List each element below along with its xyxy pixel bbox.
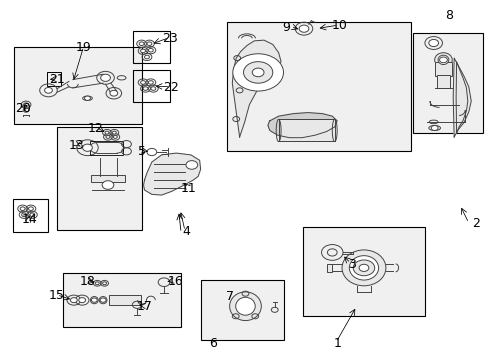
Polygon shape bbox=[232, 40, 281, 137]
Text: 21: 21 bbox=[49, 73, 64, 86]
Text: 8: 8 bbox=[445, 9, 452, 22]
Bar bbox=[133, 69, 170, 102]
Text: 4: 4 bbox=[182, 225, 189, 238]
Circle shape bbox=[112, 131, 116, 134]
Circle shape bbox=[185, 161, 197, 169]
Polygon shape bbox=[452, 58, 470, 137]
Circle shape bbox=[79, 298, 85, 303]
Circle shape bbox=[30, 213, 35, 217]
Text: 23: 23 bbox=[162, 32, 178, 45]
Text: 7: 7 bbox=[225, 290, 233, 303]
Bar bbox=[91, 175, 124, 182]
Circle shape bbox=[23, 103, 28, 107]
Text: 22: 22 bbox=[163, 81, 179, 94]
Ellipse shape bbox=[348, 256, 378, 280]
Bar bbox=[90, 140, 123, 155]
Bar bbox=[200, 280, 283, 339]
Text: 20: 20 bbox=[15, 102, 31, 115]
Circle shape bbox=[91, 298, 97, 302]
Circle shape bbox=[352, 260, 374, 276]
Polygon shape bbox=[267, 113, 336, 138]
Text: 14: 14 bbox=[22, 213, 38, 226]
Ellipse shape bbox=[437, 55, 448, 64]
Text: 17: 17 bbox=[136, 300, 152, 313]
Bar bbox=[133, 31, 170, 63]
Polygon shape bbox=[143, 153, 200, 195]
Ellipse shape bbox=[434, 53, 451, 67]
Bar bbox=[13, 199, 48, 232]
Bar bbox=[47, 72, 61, 86]
Circle shape bbox=[232, 54, 283, 91]
Circle shape bbox=[28, 207, 33, 211]
Circle shape bbox=[144, 55, 149, 59]
Circle shape bbox=[252, 68, 264, 77]
Bar bbox=[109, 296, 141, 305]
Text: 2: 2 bbox=[471, 216, 479, 230]
Text: 16: 16 bbox=[167, 275, 183, 288]
Text: 15: 15 bbox=[49, 289, 64, 302]
Ellipse shape bbox=[235, 297, 255, 315]
Text: 3: 3 bbox=[347, 258, 355, 271]
Circle shape bbox=[430, 126, 437, 131]
Circle shape bbox=[20, 207, 25, 211]
Circle shape bbox=[70, 298, 77, 303]
Text: 9: 9 bbox=[282, 21, 289, 34]
Circle shape bbox=[243, 62, 272, 83]
Text: 19: 19 bbox=[76, 41, 91, 54]
Circle shape bbox=[147, 42, 152, 45]
Text: 5: 5 bbox=[138, 145, 146, 158]
Bar bbox=[14, 47, 142, 125]
Circle shape bbox=[110, 90, 118, 96]
Circle shape bbox=[44, 87, 52, 93]
Circle shape bbox=[358, 264, 368, 271]
Circle shape bbox=[299, 25, 308, 32]
Circle shape bbox=[84, 96, 90, 100]
Text: 13: 13 bbox=[68, 139, 84, 152]
Circle shape bbox=[151, 87, 156, 90]
Bar bbox=[57, 127, 142, 230]
Circle shape bbox=[428, 40, 438, 46]
Text: 12: 12 bbox=[88, 122, 103, 135]
Bar bbox=[412, 33, 483, 134]
Circle shape bbox=[102, 181, 114, 189]
Text: 1: 1 bbox=[332, 337, 341, 350]
Text: 6: 6 bbox=[208, 337, 216, 350]
Circle shape bbox=[139, 42, 144, 45]
Bar bbox=[434, 62, 451, 76]
Circle shape bbox=[101, 74, 110, 81]
Circle shape bbox=[95, 282, 99, 285]
Circle shape bbox=[100, 298, 106, 302]
Text: 11: 11 bbox=[180, 183, 196, 195]
Text: 18: 18 bbox=[80, 275, 95, 288]
Circle shape bbox=[106, 135, 110, 138]
Text: 10: 10 bbox=[331, 19, 347, 32]
Circle shape bbox=[141, 81, 145, 84]
Ellipse shape bbox=[229, 292, 261, 320]
Circle shape bbox=[105, 131, 109, 134]
Circle shape bbox=[102, 282, 106, 285]
Circle shape bbox=[113, 135, 117, 138]
Bar bbox=[227, 22, 410, 151]
Circle shape bbox=[148, 81, 153, 84]
Bar bbox=[278, 119, 334, 141]
Bar bbox=[63, 273, 181, 327]
Bar bbox=[327, 264, 331, 272]
Circle shape bbox=[82, 144, 92, 151]
Bar bbox=[436, 75, 449, 88]
Circle shape bbox=[141, 49, 145, 53]
Circle shape bbox=[21, 213, 26, 217]
Ellipse shape bbox=[341, 250, 385, 286]
Circle shape bbox=[148, 48, 153, 52]
Bar bbox=[303, 226, 424, 316]
Circle shape bbox=[143, 87, 148, 90]
